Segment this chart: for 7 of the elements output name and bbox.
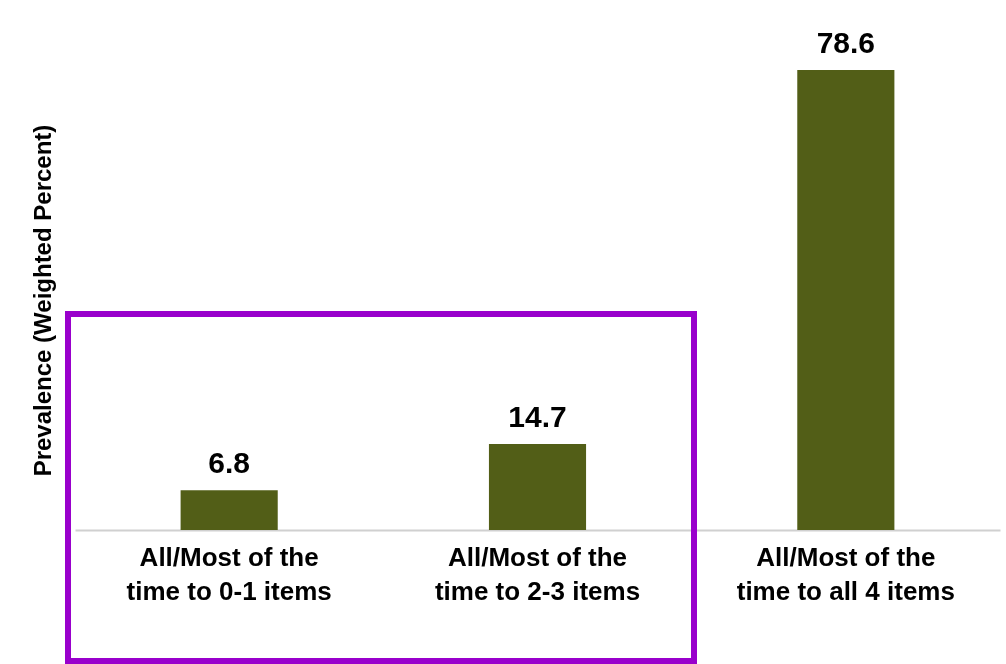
y-axis-title: Prevalence (Weighted Percent) — [28, 124, 56, 477]
data-label: 6.8 — [208, 446, 251, 480]
x-tick-label: All/Most of the time to 2-3 items — [434, 541, 641, 606]
data-label: 78.6 — [816, 26, 876, 59]
x-tick-label: All/Most of the time to 0-1 items — [126, 541, 332, 606]
data-label: 14.7 — [508, 399, 567, 433]
x-tick-label: All/Most of the time to all 4 items — [736, 541, 955, 606]
